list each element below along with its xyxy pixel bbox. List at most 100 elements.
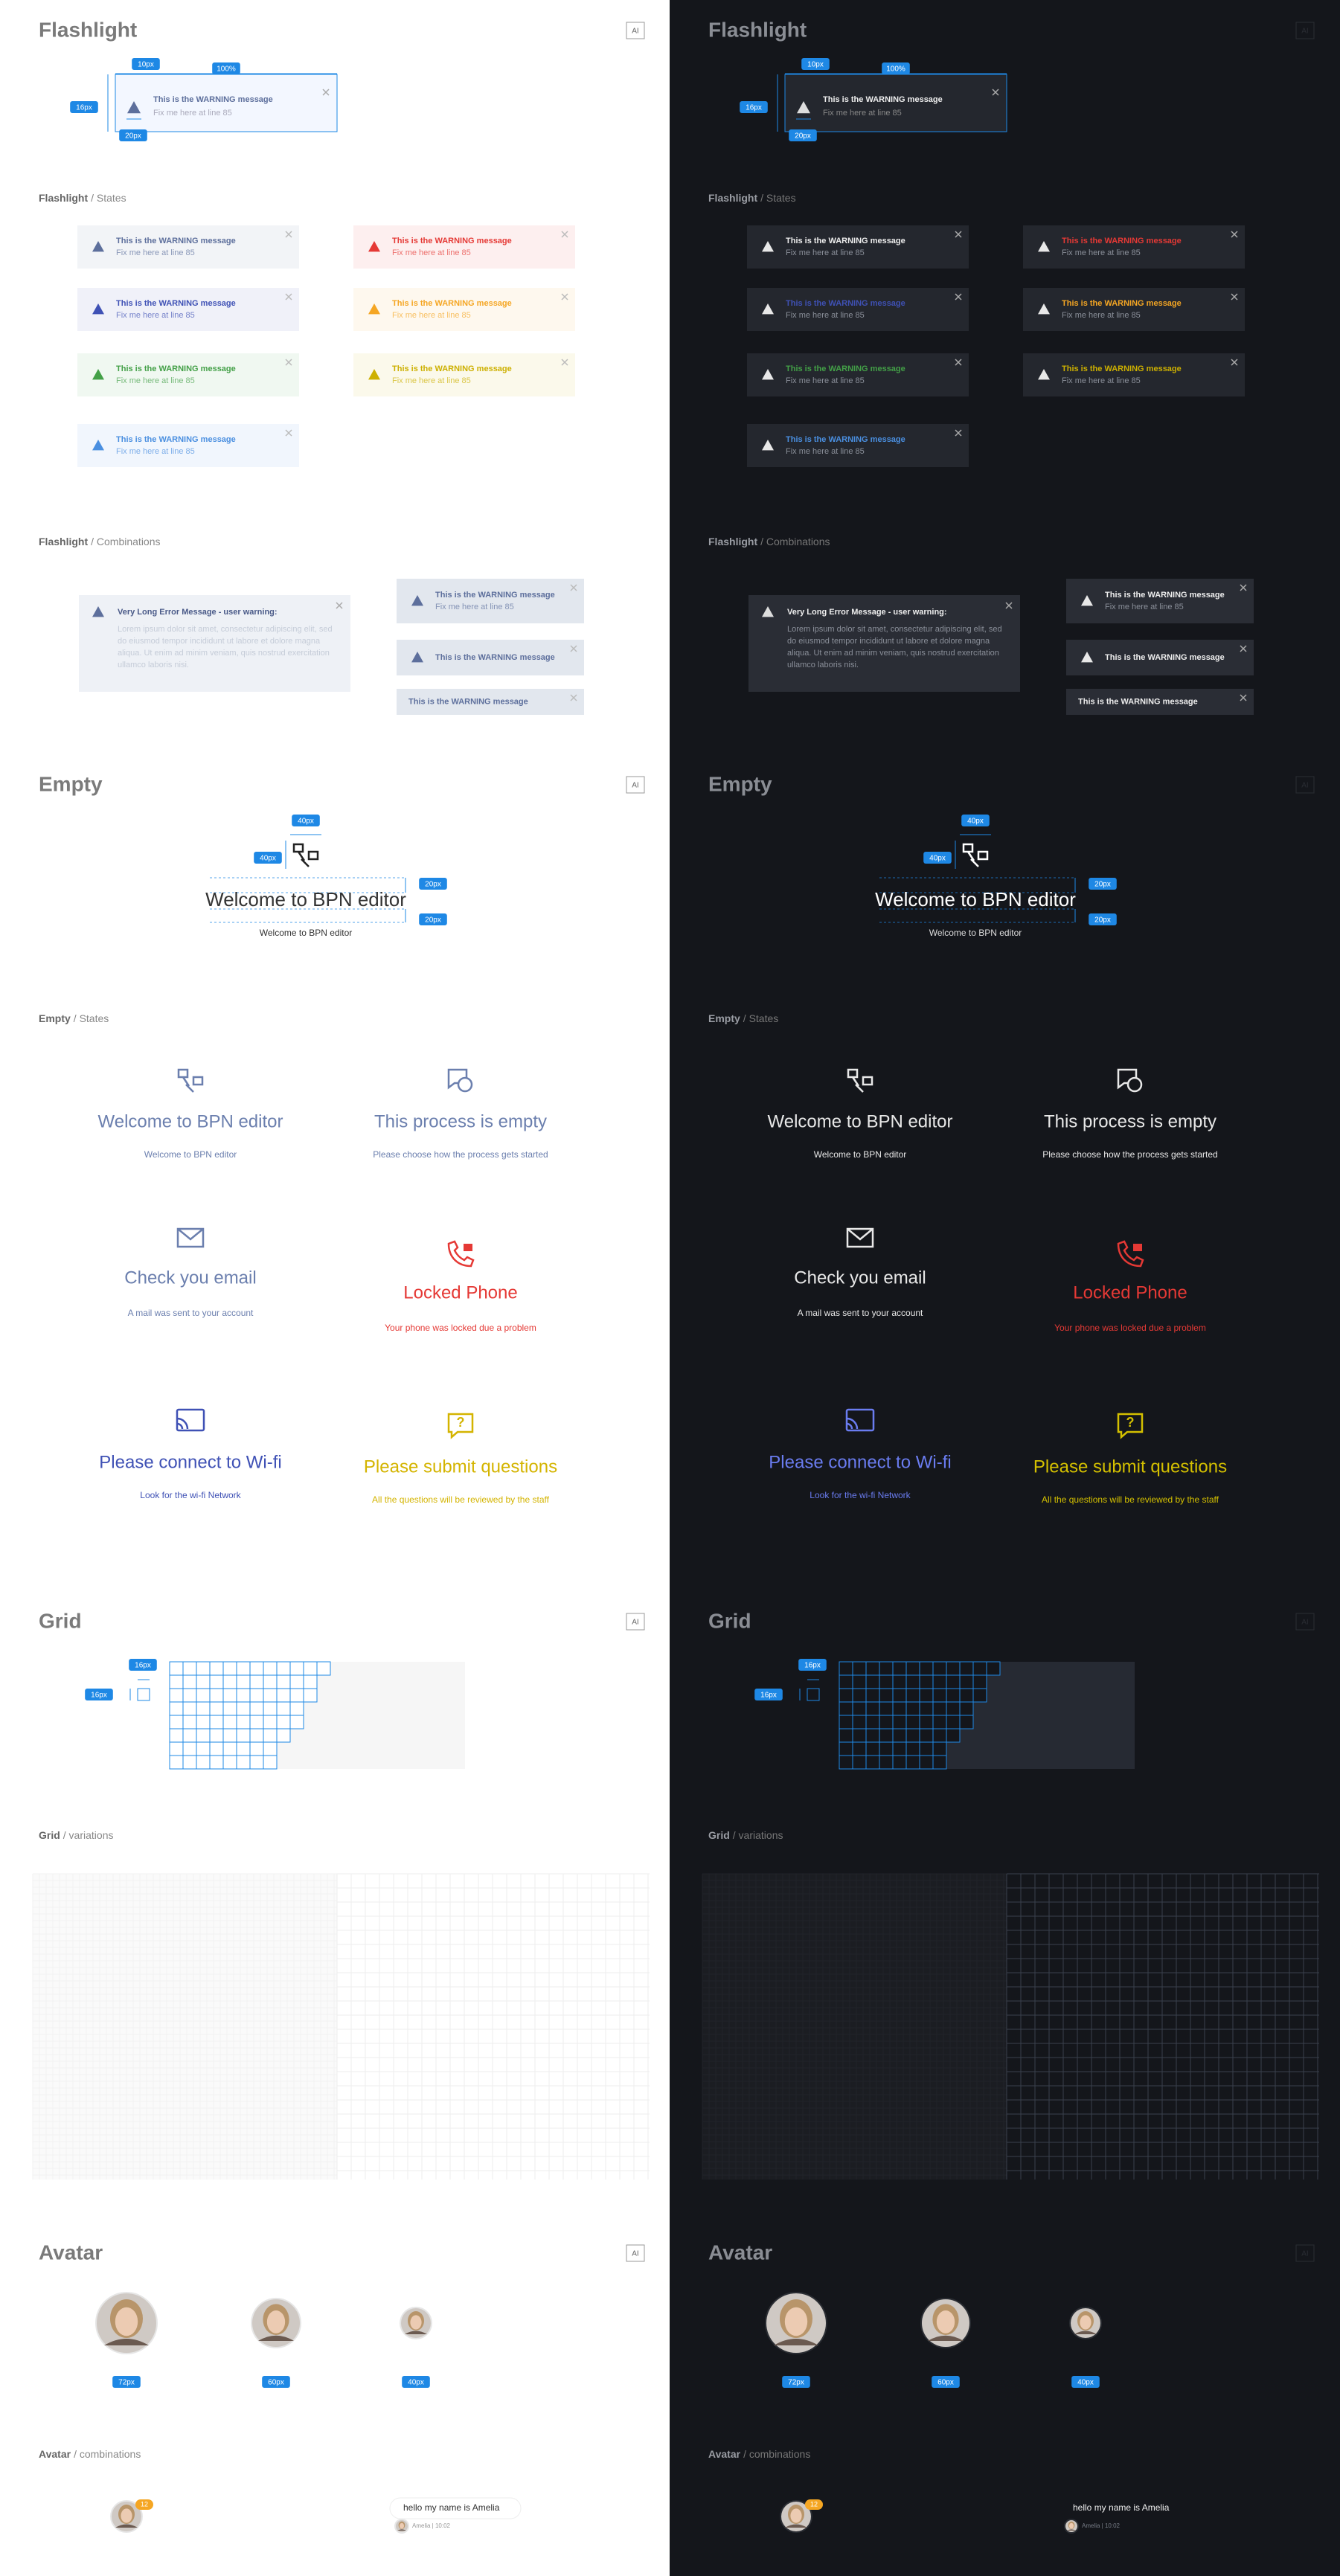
bpn-icon [292,843,319,867]
chat-meta: Amelia | 10:02 [412,2522,451,2529]
grid-cell [196,1741,211,1756]
empty-state-title: This process is empty [1044,1111,1216,1131]
section-title: Empty [39,772,103,795]
card-detail: Fix me here at line 85 [786,376,865,385]
avatar-face [410,2315,422,2330]
grid-cell [946,1701,961,1716]
warning-icon [127,101,141,114]
spec-pill [132,58,160,70]
spec-pill [212,62,240,74]
spec-label: 40px [408,2379,424,2387]
spec-label: 16px [804,1662,821,1670]
spec-label: 60px [937,2379,954,2387]
spec-label: 40px [929,855,946,863]
warning-icon [92,303,104,315]
grid-cell [236,1715,251,1729]
grid-cell [249,1674,264,1689]
badge-label: AI [1301,782,1308,790]
grid-cell [169,1755,184,1770]
warning-icon [368,303,380,315]
close-icon [570,584,577,591]
avatar-face [399,2522,405,2529]
mail-icon [846,1227,874,1248]
empty-state-title: Welcome to BPN editor [98,1111,283,1131]
grid-cell [839,1755,853,1770]
card-detail: Fix me here at line 85 [153,109,232,118]
grid-cell [249,1755,264,1770]
subsection-name: Flashlight [708,536,757,547]
warning-icon [762,241,774,252]
grid-cell [839,1701,853,1716]
spec-pill [789,129,817,141]
warning-icon [1038,241,1050,252]
close-icon [285,293,292,301]
grid-cell [865,1674,880,1689]
spec-pill [801,58,830,70]
grid-cell [289,1674,304,1689]
avatar-face [115,2307,138,2336]
subsection-title: Flashlight / States [708,192,796,204]
badge-box [626,1613,645,1631]
grid-cell [905,1661,920,1676]
subsection-name: Flashlight [708,192,757,204]
flashlight-card [353,353,575,396]
error-title: Very Long Error Message - user warning: [118,608,278,617]
grid-cell [196,1755,211,1770]
dark-half: Flashlight AI Empty AI Grid AI Avatar AI Flashli… [702,18,1319,2534]
grid-cell [209,1715,224,1729]
avatar-face [936,2310,955,2334]
grid-cell [852,1715,867,1729]
error-card [748,595,1020,692]
grid-cell [249,1701,264,1716]
spec-label: 16px [76,104,92,112]
grid-cell [852,1688,867,1703]
grid-lines [1006,1873,1319,2180]
section-title: Flashlight [39,18,137,41]
subsection-name: Grid [708,1829,730,1841]
spec-label: 100% [886,65,905,74]
grid-cell [169,1701,184,1716]
empty-subtitle: Welcome to BPN editor [260,928,353,938]
card-detail: Fix me here at line 85 [823,109,902,118]
grid-cell [865,1661,880,1676]
grid-cell [892,1715,907,1729]
spec-pill [112,2376,141,2388]
grid-cell [222,1661,237,1676]
grid-cell [209,1701,224,1716]
grid-cell [919,1701,934,1716]
grid-cell [209,1674,224,1689]
grid-cell [919,1741,934,1756]
badge-count: 12 [810,2500,818,2508]
card-title: This is the WARNING message [116,364,236,373]
grid-cell [263,1728,278,1743]
warning-icon [92,440,104,451]
mail-icon [176,1227,205,1248]
spec-pill [292,815,320,826]
flashlight-card [1066,579,1254,623]
empty-subtitle: Welcome to BPN editor [929,928,1022,938]
grid-cell [892,1728,907,1743]
grid-cell [222,1728,237,1743]
card-title: This is the WARNING message [1062,299,1182,308]
avatar-face [1080,2315,1091,2330]
spec-pill [119,129,147,141]
card-title: This is the WARNING message [392,237,512,245]
flashlight-card [747,288,969,331]
grid-cell [946,1688,961,1703]
grid-cell [932,1715,947,1729]
badge-label: AI [632,782,638,790]
subsection-name: Empty [708,1012,740,1024]
warning-icon [411,652,423,663]
close-icon [285,359,292,366]
flashlight-card [77,424,299,467]
subsection-name: Empty [39,1012,71,1024]
flashlight-tint [77,424,299,467]
grid-cell [182,1674,197,1689]
empty-state-title: Please submit questions [1033,1456,1227,1477]
spec-pill [419,878,447,890]
grid-lines [32,1873,337,2180]
grid-cell [919,1688,934,1703]
grid-cell [263,1674,278,1689]
grid-cell [263,1755,278,1770]
grid-cell [892,1661,907,1676]
